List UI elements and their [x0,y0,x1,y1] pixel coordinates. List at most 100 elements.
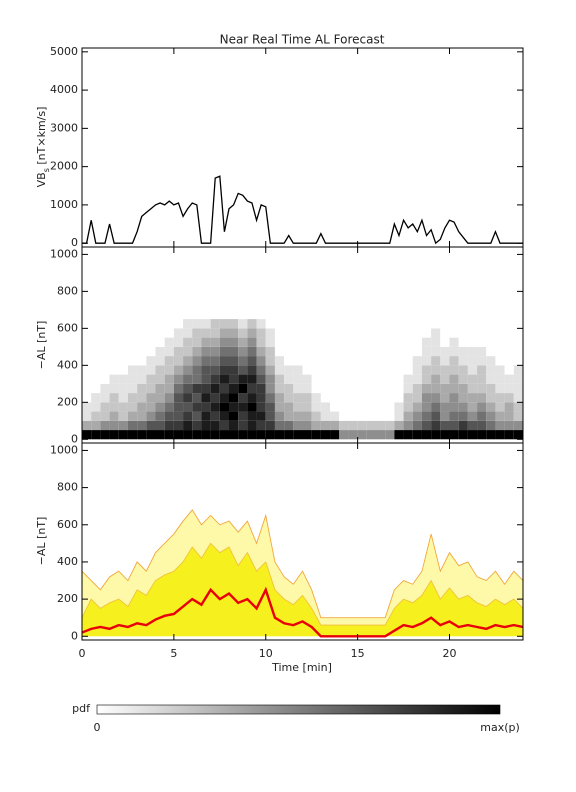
pdf-cell [302,402,312,412]
pdf-cell [284,374,294,384]
pdf-cell [137,319,147,329]
pdf-cell [339,365,349,375]
pdf-cell [127,402,138,412]
y-tick-label: 800 [57,284,78,297]
pdf-cell [311,319,321,329]
pdf-cell [229,411,239,421]
pdf-cell [477,411,487,421]
pdf-cell [302,383,312,394]
pdf-cell [173,411,184,421]
pdf-cell [238,319,248,329]
pdf-cell [486,319,496,329]
pdf-cell [91,374,101,384]
pdf-cell [293,365,303,375]
pdf-cell [302,430,312,440]
pdf-cell [440,430,450,440]
pdf-cell [155,430,165,440]
pdf-cell [183,346,193,357]
pdf-cell [320,393,331,403]
pdf-cell [183,356,193,366]
pdf-cell [293,411,303,421]
pdf-cell [256,411,266,421]
pdf-cell [82,374,92,384]
pdf-cell [192,346,202,357]
pdf-cell [394,337,404,347]
pdf-cell [256,374,266,384]
pdf-cell [201,356,211,366]
pdf-cell [504,393,514,403]
pdf-cell [91,430,101,440]
pdf-cell [146,374,156,384]
pdf-cell [385,430,395,440]
pdf-cell [201,319,211,329]
pdf-cell [311,402,321,412]
pdf-cell [109,319,119,329]
pdf-cell [504,346,514,357]
pdf-cell [366,337,376,347]
pdf-cell [403,411,413,421]
pdf-cell [376,393,386,403]
pdf-cell [173,374,184,384]
x-tick-label: 0 [79,647,86,660]
pdf-cell [357,328,367,338]
pdf-cell [201,374,211,384]
pdf-cell [274,319,285,329]
pdf-cell [495,430,505,440]
pdf-cell [449,420,459,431]
y-axis-label: −AL [nT] [35,321,48,370]
pdf-cell [247,346,257,357]
pdf-cell [311,383,321,394]
pdf-cell [118,319,128,329]
pdf-cell [164,402,174,412]
pdf-cell [293,402,303,412]
pdf-cell [458,420,468,431]
pdf-cell [412,430,422,440]
pdf-cell [504,420,514,431]
pdf-cell [293,374,303,384]
pdf-cell [146,346,156,357]
pdf-cell [219,346,229,357]
pdf-cell [412,383,422,394]
pdf-cell [265,402,275,412]
pdf-cell [201,411,211,421]
pdf-cell [201,365,211,375]
y-tick-label: 400 [57,555,78,568]
pdf-cell [385,374,395,384]
pdf-cell [394,346,404,357]
pdf-cell [477,337,487,347]
pdf-cell [146,356,156,366]
pdf-cell [348,383,358,394]
pdf-cell [238,420,248,431]
pdf-cell [210,383,220,394]
pdf-cell [118,402,128,412]
pdf-cell [274,402,285,412]
pdf-cell [440,402,450,412]
pdf-cell [477,328,487,338]
pdf-cell [265,319,275,329]
median-line [81,586,524,638]
pdf-cell [330,411,340,421]
y-axis-label: VBs [nT×km/s] [35,107,51,188]
pdf-cell [348,430,358,440]
pdf-cell [118,383,128,394]
panel: 0 1000 2000 3000 4000 5000 [50,45,524,249]
pdf-cell [183,420,193,431]
pdf-cell [504,411,514,421]
pdf-cell [284,328,294,338]
pdf-cell [348,402,358,412]
pdf-cell [302,365,312,375]
pdf-cell [155,374,165,384]
pdf-cell [164,365,174,375]
pdf-cell [311,365,321,375]
y-tick-label: 1000 [50,198,78,211]
pdf-cell [458,319,468,329]
pdf-cell [366,374,376,384]
pdf-cell [513,328,523,338]
pdf-cell [183,402,193,412]
pdf-cell [238,356,248,366]
pdf-cell [330,346,340,357]
pdf-cell [109,383,119,394]
pdf-cell [467,356,478,366]
y-axis-label: −AL [nT] [35,517,48,566]
pdf-cell [155,365,165,375]
